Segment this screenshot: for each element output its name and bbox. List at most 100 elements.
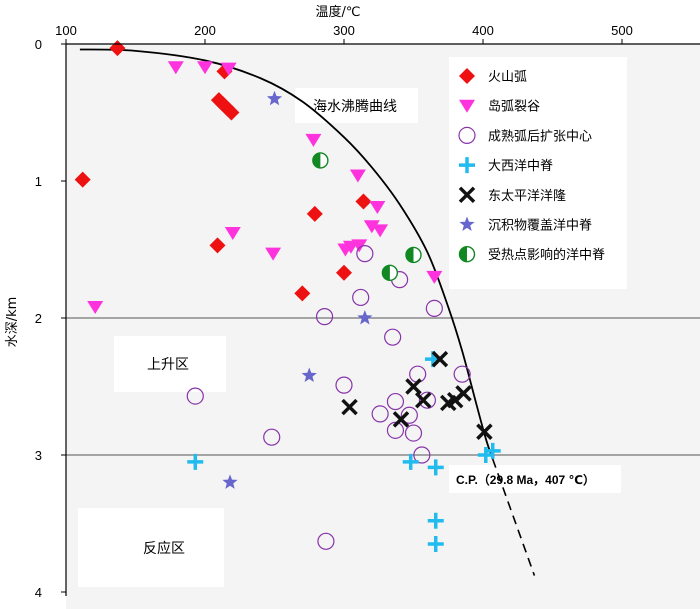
- data-point-half-circle: [405, 246, 422, 264]
- half-circle-fill: [406, 247, 414, 263]
- circle-shape: [315, 308, 334, 326]
- plus-shape: [402, 453, 419, 470]
- legend-marker-plus: [459, 157, 475, 174]
- data-point-circle-open: [317, 532, 335, 550]
- y-tick-label: 4: [35, 585, 42, 600]
- legend: 火山弧岛弧裂谷成熟弧后扩张中心大西洋中脊东太平洋洋隆沉积物覆盖洋中脊受热点影响的…: [458, 68, 605, 263]
- data-point-circle-open: [335, 376, 353, 394]
- data-point-plus: [187, 453, 204, 470]
- data-point-triangle-down: [220, 62, 237, 76]
- data-point-diamond: [74, 171, 91, 188]
- diamond-shape: [336, 264, 352, 281]
- half-circle-fill: [382, 265, 390, 281]
- data-point-x: [341, 398, 358, 416]
- y-tick-label: 3: [35, 448, 42, 463]
- legend-label: 岛弧裂谷: [488, 99, 540, 115]
- triangle-shape: [167, 61, 184, 75]
- cross-shape: [392, 411, 410, 428]
- circle-shape: [263, 428, 281, 446]
- data-point-circle-open: [356, 245, 374, 263]
- legend-marker-circle-open: [458, 126, 476, 144]
- data-point-circle-open: [371, 405, 389, 423]
- diamond-shape: [459, 68, 475, 84]
- circle-shape: [425, 299, 443, 318]
- data-point-triangle-down: [167, 61, 184, 75]
- x-tick-label: 100: [55, 23, 77, 38]
- cross-shape: [458, 186, 476, 204]
- data-point-triangle-down: [363, 220, 380, 234]
- data-point-x: [405, 378, 422, 395]
- x-tick-label: 200: [194, 23, 216, 38]
- circle-shape: [371, 405, 389, 423]
- star-shape: [266, 90, 283, 106]
- triangle-shape: [305, 133, 322, 147]
- diamond-shape: [294, 285, 311, 302]
- triangle-shape: [369, 201, 386, 215]
- triangle-shape: [224, 227, 241, 241]
- data-point-circle-open: [400, 406, 418, 424]
- x-axis-title: 温度/℃: [316, 4, 361, 20]
- legend-label: 大西洋中脊: [488, 159, 553, 174]
- data-point-circle-open: [425, 299, 443, 318]
- data-point-star: [301, 367, 317, 383]
- data-point-diamond: [223, 104, 240, 121]
- circle-shape: [413, 446, 431, 464]
- triangle-shape: [363, 220, 380, 234]
- legend-label: 成熟弧后扩张中心: [488, 128, 592, 144]
- triangle-shape: [220, 62, 237, 76]
- data-point-triangle-down: [87, 301, 104, 315]
- legend-marker-diamond: [459, 68, 475, 84]
- boiling-curve-layer: [79, 48, 536, 576]
- axes: 100 200 300 400 500 0 1 2 3 4: [35, 23, 700, 600]
- circle-shape: [384, 328, 402, 346]
- plus-shape: [427, 536, 444, 553]
- data-point-circle-open: [413, 446, 431, 464]
- region-box-upwelling: [114, 336, 226, 392]
- region-label-boiling-curve: 海水沸腾曲线: [313, 98, 397, 115]
- region-label-upwelling: 上升区: [147, 357, 189, 373]
- data-point-plus: [427, 459, 444, 476]
- legend-marker-star: [459, 216, 475, 231]
- legend-label: 受热点影响的洋中脊: [488, 247, 605, 263]
- data-point-star: [357, 310, 373, 325]
- legend-marker-triangle-down: [459, 99, 475, 113]
- data-point-plus: [477, 447, 494, 463]
- triangle-shape: [459, 99, 475, 113]
- cross-shape: [414, 391, 432, 409]
- x-tick-label: 400: [472, 23, 494, 38]
- triangle-shape: [351, 239, 368, 253]
- y-tick-label: 1: [35, 174, 42, 189]
- star-shape: [301, 367, 317, 383]
- triangle-shape: [87, 301, 104, 315]
- data-point-x: [476, 423, 493, 440]
- cross-shape: [446, 391, 464, 409]
- data-point-triangle-down: [351, 239, 368, 253]
- data-point-plus: [427, 512, 444, 529]
- data-point-circle-open: [453, 365, 471, 383]
- cross-shape: [431, 350, 449, 368]
- data-point-triangle-down: [197, 61, 213, 75]
- circle-shape: [186, 387, 204, 405]
- region-label-reaction: 反应区: [143, 540, 185, 557]
- cross-shape: [341, 398, 358, 416]
- plus-shape: [427, 512, 444, 529]
- star-shape: [459, 216, 475, 231]
- circle-shape: [335, 376, 353, 394]
- triangle-shape: [265, 247, 282, 261]
- data-point-circle-open: [418, 391, 436, 409]
- data-point-triangle-down: [372, 224, 389, 238]
- data-point-triangle-down: [349, 169, 366, 183]
- circle-shape: [453, 365, 471, 383]
- diamond-shape: [355, 193, 372, 210]
- data-point-diamond: [336, 264, 352, 281]
- data-point-x: [431, 350, 449, 368]
- triangle-shape: [426, 270, 443, 284]
- data-point-x: [446, 391, 464, 409]
- data-point-circle-open: [386, 421, 405, 439]
- data-point-circle-open: [315, 308, 334, 326]
- circle-shape: [418, 391, 436, 409]
- data-point-diamond: [209, 237, 226, 254]
- circle-shape: [352, 288, 370, 307]
- legend-marker-half-circle: [458, 245, 476, 263]
